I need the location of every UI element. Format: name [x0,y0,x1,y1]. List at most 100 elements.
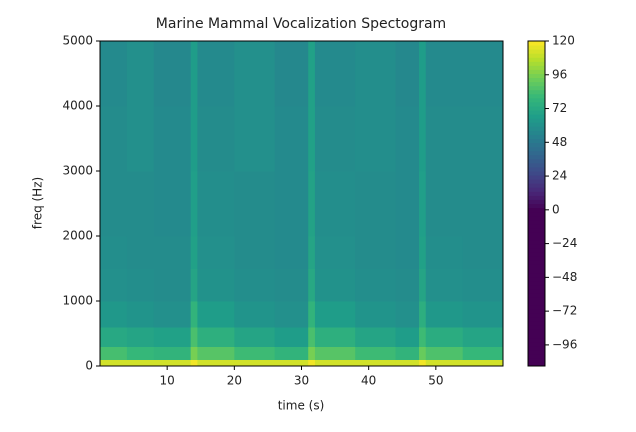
heatmap-cell [126,171,155,237]
colorbar-stripe [528,248,545,253]
heatmap-cell [308,301,316,328]
heatmap-cell [190,327,198,347]
heatmap-cell [314,301,356,328]
colorbar-stripe [528,122,545,127]
heatmap-cell [425,359,464,367]
heatmap-cell [100,171,128,237]
heatmap-cell [197,301,235,328]
heatmap-cell [274,41,309,107]
heatmap-cell [314,41,356,107]
heatmap-cell [308,236,316,269]
colorbar-stripe [528,183,545,188]
colorbar-stripe [528,199,545,204]
colorbar-stripe [528,341,545,347]
heatmap-cell [314,268,356,302]
colorbar-stripe [528,150,545,156]
colorbar-stripe [528,162,545,168]
heatmap-cell [419,327,427,347]
colorbar-stripe [528,252,545,257]
heatmap-cell [355,346,397,360]
colorbar-stripe [528,85,545,91]
colorbar-stripe [528,219,545,225]
heatmap-cell [153,359,192,367]
colorbar-stripe [528,227,545,233]
colorbar-tick-label: 96 [552,67,567,81]
heatmap-cell [462,327,504,347]
colorbar-stripe [528,236,545,241]
heatmap-cell [153,301,192,328]
heatmap-cell [190,268,198,302]
colorbar-stripe [528,317,545,322]
colorbar-stripe [528,240,545,245]
heatmap-cell [100,41,128,107]
heatmap-cell [274,106,309,172]
heatmap-cell [126,327,155,347]
heatmap-cell [274,359,309,367]
heatmap-cell [126,106,155,172]
heatmap-cell [308,106,316,172]
colorbar-stripe [528,349,545,355]
colorbar-stripe [528,114,545,119]
heatmap-cell [314,236,356,269]
heatmap-cell [190,171,198,237]
heatmap-cell [234,346,276,360]
heatmap-cell [462,171,504,237]
heatmap-cell [308,171,316,237]
heatmap-cell [153,106,192,172]
colorbar-stripe [528,118,545,123]
colorbar-tick-label: 48 [552,135,567,149]
colorbar-stripe [528,195,545,200]
heatmap-cell [355,268,397,302]
colorbar-stripe [528,333,545,339]
colorbar-stripe [528,187,545,192]
heatmap-cell [274,268,309,302]
heatmap-cell [190,301,198,328]
colorbar-stripe [528,69,545,74]
colorbar-stripe [528,309,545,314]
colorbar-stripe [528,138,545,144]
heatmap-cell [462,268,504,302]
colorbar-stripe [528,223,545,229]
heatmap-cell [100,236,128,269]
x-tick-label: 30 [294,374,309,388]
heatmap-cell [462,346,504,360]
heatmap-cell [355,327,397,347]
colorbar-stripe [528,110,545,115]
heatmap-cell [355,41,397,107]
colorbar-stripe [528,260,545,265]
colorbar-stripe [528,73,545,79]
colorbar-stripe [528,337,545,343]
colorbar-stripe [528,305,545,310]
heatmap-cell [314,327,356,347]
heatmap-cell [234,171,276,237]
heatmap-cell [419,346,427,360]
heatmap-cell [234,106,276,172]
heatmap-cell [308,327,316,347]
colorbar-stripe [528,244,545,249]
colorbar-stripe [528,166,545,172]
heatmap-cell [425,171,464,237]
heatmap-cell [197,171,235,237]
heatmap-cell [197,327,235,347]
heatmap-cell [462,359,504,367]
colorbar-stripe [528,215,545,221]
heatmap-cell [126,346,155,360]
heatmap-cell [153,171,192,237]
colorbar-tick-label: 72 [552,101,567,115]
colorbar-stripe [528,175,545,180]
heatmap-cell [126,359,155,367]
y-tick-label: 1000 [62,294,93,308]
heatmap-cell [197,106,235,172]
colorbar-stripe [528,65,545,70]
heatmap-cell [274,327,309,347]
colorbar-stripe [528,301,545,306]
heatmap-cell [153,268,192,302]
colorbar-stripe [528,256,545,261]
colorbar-stripe [528,142,545,148]
colorbar-stripe [528,154,545,160]
heatmap-cell [153,346,192,360]
heatmap-cell [462,236,504,269]
y-tick-label: 4000 [62,99,93,113]
colorbar-stripe [528,77,545,83]
